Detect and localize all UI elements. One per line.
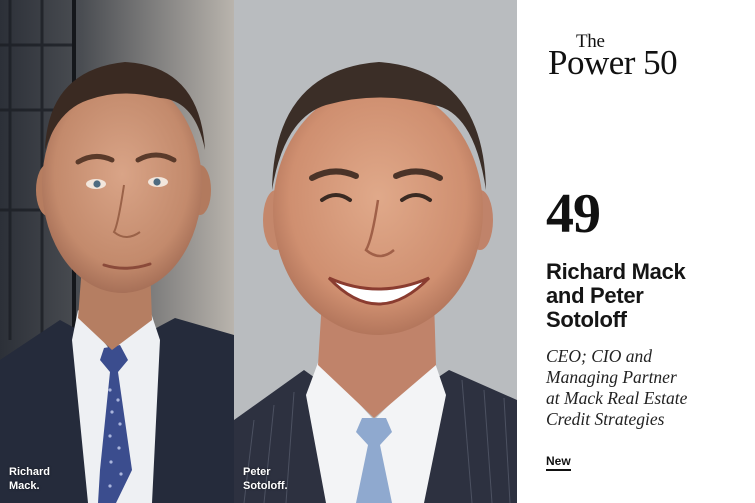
- ranking-panel: The Power 50 49 Richard Mack and Peter S…: [517, 0, 755, 503]
- caption-first-name: Peter: [243, 466, 271, 478]
- caption-last-name: Mack.: [9, 480, 40, 492]
- portrait-peter-sotoloff: Peter Sotoloff.: [234, 0, 517, 503]
- photo-caption-left: Richard Mack.: [9, 465, 79, 493]
- logo-power-50: Power 50: [548, 43, 678, 82]
- honoree-name-line: Richard Mack: [546, 259, 686, 284]
- honoree-names: Richard Mack and Peter Sotoloff: [546, 260, 746, 332]
- portrait-richard-mack-image: [0, 0, 234, 503]
- logo-the: The: [576, 31, 605, 52]
- photo-caption-right: Peter Sotoloff.: [243, 465, 313, 493]
- portrait-richard-mack: Richard Mack.: [0, 0, 234, 503]
- title-line: at Mack Real Estate: [546, 388, 688, 408]
- portrait-peter-sotoloff-image: [234, 0, 517, 503]
- title-line: Credit Strategies: [546, 409, 665, 429]
- rank-number: 49: [546, 183, 601, 245]
- honoree-name-line: Sotoloff: [546, 307, 627, 332]
- caption-last-name: Sotoloff.: [243, 480, 288, 492]
- caption-first-name: Richard: [9, 466, 50, 478]
- title-line: Managing Partner: [546, 367, 677, 387]
- honoree-title: CEO; CIO and Managing Partner at Mack Re…: [546, 346, 751, 430]
- new-entry-badge: New: [546, 454, 571, 471]
- title-line: CEO; CIO and: [546, 346, 652, 366]
- honoree-name-line: and Peter: [546, 283, 644, 308]
